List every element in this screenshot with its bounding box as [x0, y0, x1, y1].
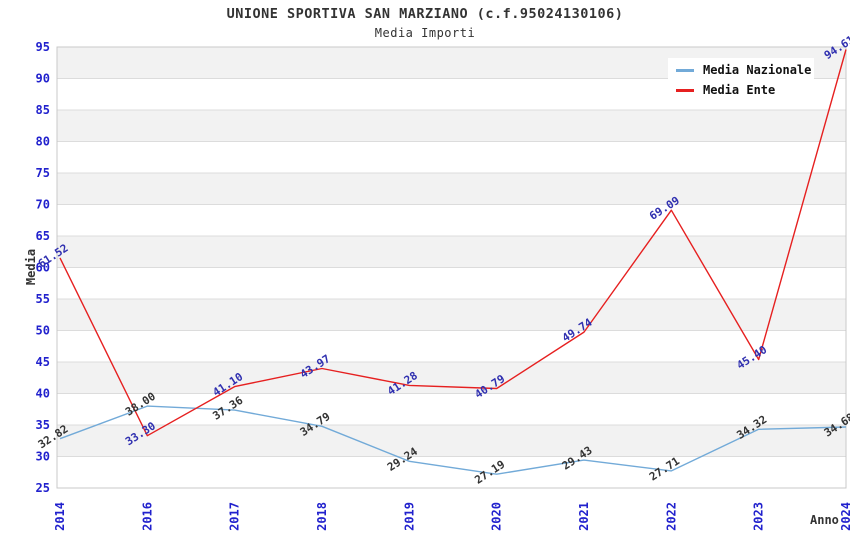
svg-text:2014: 2014 — [53, 502, 67, 531]
y-axis-tick-labels: 95 90 85 80 75 70 65 60 55 50 45 40 35 30 25 — [36, 40, 50, 495]
y-axis-title: Media — [24, 248, 38, 286]
svg-text:2022: 2022 — [664, 502, 678, 531]
svg-text:70: 70 — [36, 198, 50, 212]
chart-title: UNIONE SPORTIVA SAN MARZIANO (c.f.950241… — [226, 6, 624, 22]
legend-item-ente: Media Ente — [668, 80, 814, 100]
legend-item-nazionale: Media Nazionale — [668, 60, 814, 80]
svg-text:90: 90 — [36, 72, 50, 86]
svg-text:2021: 2021 — [577, 502, 591, 531]
svg-text:30: 30 — [36, 450, 50, 464]
svg-text:40: 40 — [36, 387, 50, 401]
svg-text:2019: 2019 — [402, 502, 416, 531]
chart-subtitle: Media Importi — [374, 26, 476, 40]
svg-text:80: 80 — [36, 135, 50, 149]
svg-text:85: 85 — [36, 103, 50, 117]
svg-text:50: 50 — [36, 324, 50, 338]
svg-text:60: 60 — [36, 261, 50, 275]
x-axis-title: Anno — [810, 513, 839, 527]
svg-text:2018: 2018 — [315, 502, 329, 531]
nazionale-line-swatch-icon — [676, 68, 694, 72]
svg-text:25: 25 — [36, 481, 50, 495]
svg-text:55: 55 — [36, 292, 50, 306]
svg-text:95: 95 — [36, 40, 50, 54]
ente-line-swatch-icon — [676, 88, 694, 92]
plot-border — [56, 46, 847, 489]
svg-text:2017: 2017 — [228, 502, 242, 531]
x-axis-tick-labels: 2014 2016 2017 2018 2019 2020 2021 2022 2023 2024 — [53, 502, 850, 531]
svg-text:45: 45 — [36, 355, 50, 369]
legend: Media Nazionale Media Ente — [668, 58, 814, 102]
svg-text:65: 65 — [36, 229, 50, 243]
svg-text:2023: 2023 — [752, 502, 766, 531]
svg-text:2020: 2020 — [490, 502, 504, 531]
svg-text:2016: 2016 — [140, 502, 154, 531]
background-bands — [57, 47, 846, 488]
svg-text:35: 35 — [36, 418, 50, 432]
svg-text:2024: 2024 — [839, 502, 850, 531]
legend-label: Media Ente — [703, 83, 776, 97]
svg-text:75: 75 — [36, 166, 50, 180]
legend-label: Media Nazionale — [703, 63, 812, 77]
series-lines — [59, 49, 847, 475]
